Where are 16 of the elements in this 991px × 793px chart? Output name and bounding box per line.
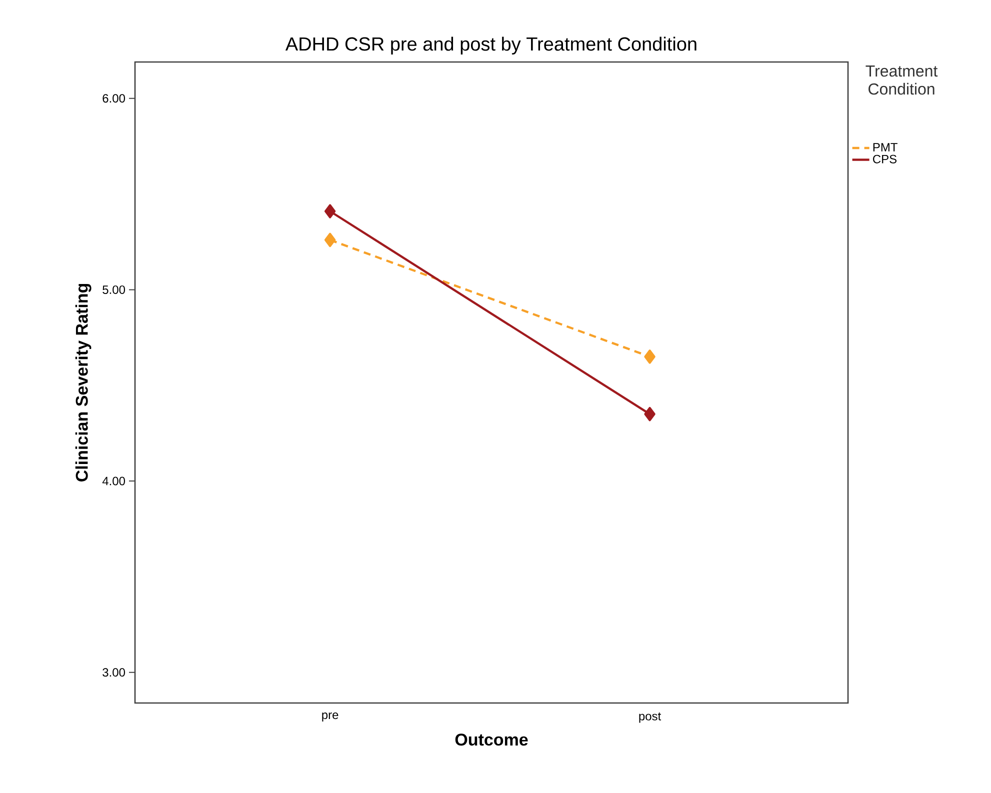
point <box>644 350 656 364</box>
legend-label: PMT <box>873 143 898 152</box>
x-axis-title: Outcome <box>455 734 528 746</box>
point <box>324 204 336 218</box>
y-tick-label: 4.00 <box>102 476 126 486</box>
y-tick-label: 6.00 <box>102 94 126 103</box>
point <box>644 406 656 422</box>
y-tick-label: 3.00 <box>102 668 126 677</box>
point <box>324 232 336 248</box>
x-tick-label: pre <box>322 712 338 722</box>
legend-title: Treatment Condition <box>866 66 938 95</box>
y-tick-label: 5.00 <box>102 285 126 294</box>
y-axis-title: Clinician Severity Rating <box>75 284 92 482</box>
legend-label: CPS <box>873 154 897 164</box>
chart-title: ADHD CSR pre and post by Treatment Condition <box>285 36 696 54</box>
x-tick-label: post <box>639 712 662 723</box>
